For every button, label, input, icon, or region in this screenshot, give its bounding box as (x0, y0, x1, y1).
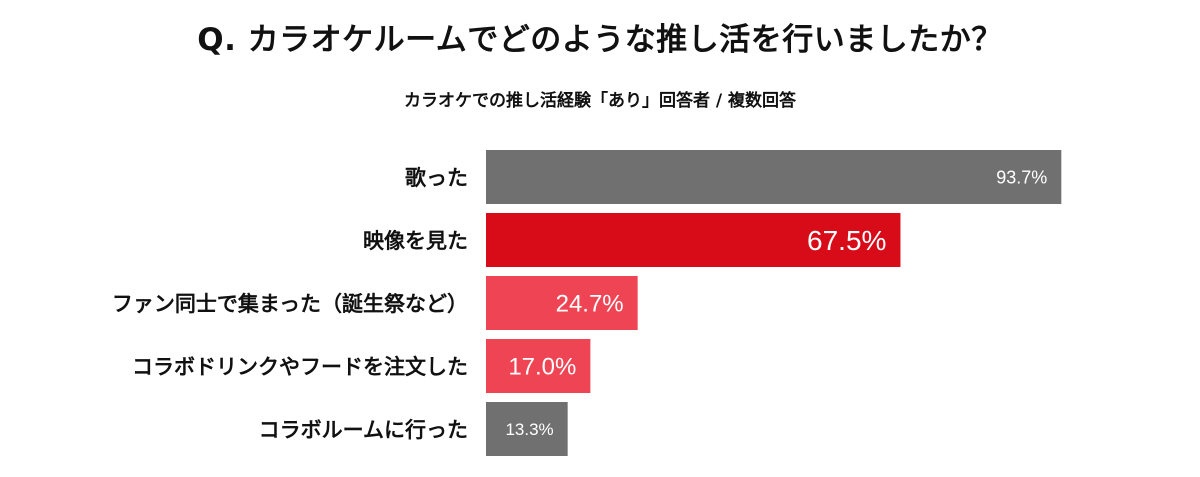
category-label-4: コラボルームに行った (259, 418, 468, 442)
bar-0 (486, 150, 1062, 204)
category-label-2: ファン同士で集まった（誕生祭など） (112, 292, 468, 316)
value-label-3: 17.0% (508, 354, 576, 381)
bar-2 (486, 276, 638, 330)
category-label-1: 映像を見た (363, 229, 468, 253)
value-label-1: 67.5% (807, 225, 886, 256)
chart-subtitle: カラオケでの推し活経験「あり」回答者 / 複数回答 (403, 91, 797, 111)
bar-1 (486, 213, 901, 267)
chart-title: Q. カラオケルームでどのような推し活を行いましたか？ (197, 22, 1003, 58)
value-label-0: 93.7% (996, 167, 1047, 187)
category-label-3: コラボドリンクやフードを注文した (132, 355, 468, 379)
category-label-0: 歌った (405, 166, 468, 190)
value-label-2: 24.7% (556, 291, 624, 318)
value-label-4: 13.3% (505, 420, 553, 439)
bar-3 (486, 339, 591, 393)
bar-4 (486, 402, 568, 456)
